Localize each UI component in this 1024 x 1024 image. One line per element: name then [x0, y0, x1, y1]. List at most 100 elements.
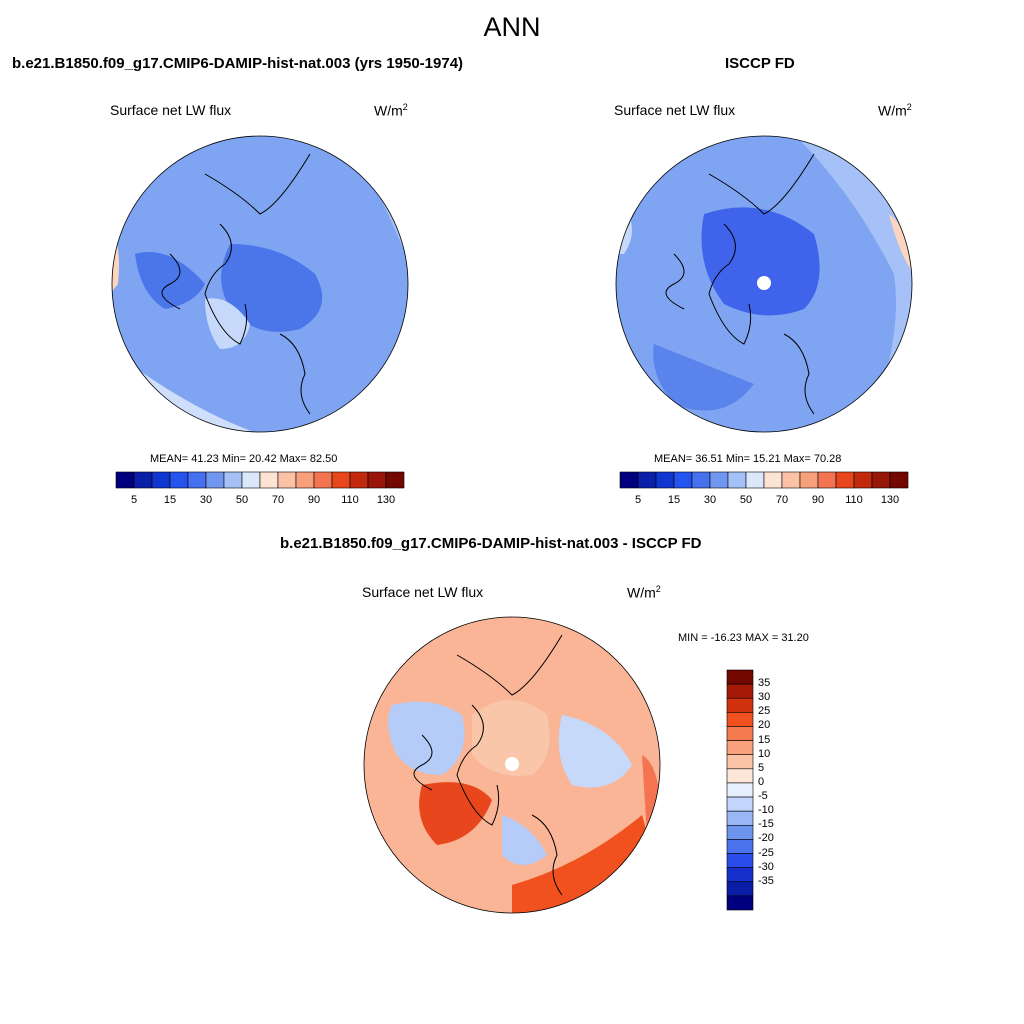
difference-units-label: W/m2: [627, 584, 661, 601]
model-colorbar-box: [223, 471, 243, 489]
difference-colorbar: [726, 669, 754, 911]
obs-colorbar-label: 50: [739, 494, 753, 506]
obs-colorbar-box: [619, 471, 639, 489]
model-colorbar-box: [151, 471, 171, 489]
obs-colorbar-box: [853, 471, 873, 489]
obs-colorbar-box: [673, 471, 693, 489]
difference-colorbar-label: 35: [758, 677, 771, 690]
obs-colorbar-label: 110: [845, 494, 863, 506]
difference-field-pale-core: [472, 700, 550, 776]
difference-field-blue-south: [502, 815, 547, 865]
difference-variable-label: Surface net LW flux: [362, 584, 484, 600]
difference-pole-hole: [505, 757, 519, 771]
obs-colorbar-box: [835, 471, 855, 489]
difference-colorbar-label: 0: [758, 775, 765, 788]
model-colorbar-box: [367, 471, 387, 489]
obs-colorbar-label: 90: [811, 494, 825, 506]
model-colorbar-label: 130: [376, 494, 396, 506]
difference-colorbar-box: [726, 697, 754, 713]
difference-colorbar-label: -5: [758, 790, 768, 803]
model-colorbar-label: 90: [307, 494, 321, 506]
model-colorbar-ticks: 5 15 30 50 70 90 110 130: [116, 494, 404, 508]
obs-colorbar-label: 130: [880, 494, 900, 506]
obs-colorbar-box: [709, 471, 729, 489]
difference-colorbar-box: [726, 782, 754, 798]
model-colorbar-box: [169, 471, 189, 489]
model-colorbar-box: [259, 471, 279, 489]
difference-colorbar-box: [726, 712, 754, 727]
model-colorbar-label: 70: [271, 494, 285, 506]
difference-colorbar-box: [726, 754, 754, 770]
difference-colorbar-label: -35: [758, 874, 774, 887]
main-title: ANN: [483, 12, 541, 42]
obs-pole-hole: [757, 276, 771, 290]
model-colorbar-label: 50: [235, 494, 249, 506]
obs-colorbar-box: [817, 471, 837, 489]
model-colorbar-box: [349, 471, 369, 489]
obs-field-warm-edge: [889, 214, 912, 274]
difference-colorbar-label: -10: [758, 804, 774, 817]
model-colorbar-box: [277, 471, 297, 489]
difference-colorbar-label: 25: [758, 705, 771, 718]
model-coastline-1: [161, 153, 311, 415]
model-colorbar-box: [241, 471, 261, 489]
difference-colorbar-box: [726, 796, 754, 812]
difference-colorbar-ticks: 35 30 25 20 15 10 5 0 -5 -10 -15 -20 -25 -30 -35: [758, 670, 798, 910]
difference-colorbar-label: -25: [758, 846, 774, 859]
model-colorbar-box: [331, 471, 351, 489]
difference-field-hot-greenland: [419, 782, 492, 845]
model-variable-label: Surface net LW flux: [110, 102, 232, 118]
difference-colorbar-label: 15: [758, 733, 771, 746]
model-colorbar-box: [295, 471, 315, 489]
obs-colorbar-box: [763, 471, 783, 489]
model-stats: MEAN= 41.23 Min= 20.42 Max= 82.50: [150, 453, 338, 465]
model-colorbar-box: [385, 471, 405, 489]
difference-colorbar-box: [726, 895, 754, 911]
obs-field-light-east: [794, 136, 912, 432]
difference-colorbar-label: -15: [758, 818, 774, 831]
obs-colorbar-label: 15: [667, 494, 681, 506]
difference-colorbar-label: -30: [758, 860, 774, 873]
model-colorbar-label: 15: [163, 494, 177, 506]
model-units-label: W/m2: [374, 102, 408, 119]
difference-polar-map: [363, 616, 661, 914]
difference-colorbar-box: [726, 726, 754, 741]
difference-colorbar-label: 10: [758, 747, 771, 760]
difference-field-blue-west: [388, 701, 465, 775]
obs-colorbar-box: [745, 471, 765, 489]
model-colorbar-label: 5: [130, 494, 138, 506]
difference-colorbar-box: [726, 881, 754, 897]
difference-stats: MIN = -16.23 MAX = 31.20: [678, 632, 809, 644]
obs-colorbar-ticks: 5 15 30 50 70 90 110 130: [620, 494, 908, 508]
obs-colorbar-box: [655, 471, 675, 489]
model-colorbar-label: 30: [199, 494, 213, 506]
obs-stats: MEAN= 36.51 Min= 15.21 Max= 70.28: [654, 453, 842, 465]
obs-panel-title: ISCCP FD: [725, 55, 795, 72]
model-colorbar-box: [187, 471, 207, 489]
difference-colorbar-box: [726, 839, 754, 854]
obs-colorbar-label: 30: [703, 494, 717, 506]
model-colorbar-box: [313, 471, 333, 489]
obs-variable-label: Surface net LW flux: [614, 102, 736, 118]
difference-colorbar-box: [726, 740, 754, 756]
difference-colorbar-label: 30: [758, 691, 771, 704]
obs-colorbar-label: 70: [775, 494, 789, 506]
difference-panel-title: b.e21.B1850.f09_g17.CMIP6-DAMIP-hist-nat…: [280, 535, 702, 552]
obs-colorbar-box: [781, 471, 801, 489]
model-colorbar-box: [115, 471, 135, 489]
obs-field-dark-core: [701, 207, 820, 316]
model-field-dark-arch: [135, 252, 205, 309]
model-colorbar-box: [133, 471, 153, 489]
difference-colorbar-box: [726, 768, 754, 784]
difference-colorbar-box: [726, 810, 754, 826]
difference-colorbar-label: -20: [758, 832, 774, 845]
difference-colorbar-box: [726, 867, 754, 883]
difference-colorbar-label: 20: [758, 719, 771, 732]
obs-colorbar: [619, 471, 909, 489]
obs-colorbar-box: [799, 471, 819, 489]
model-colorbar: [115, 471, 405, 489]
obs-polar-map: [615, 135, 913, 433]
obs-field-mid-south: [653, 344, 754, 411]
obs-units-label: W/m2: [878, 102, 912, 119]
difference-colorbar-label: 5: [758, 761, 765, 774]
